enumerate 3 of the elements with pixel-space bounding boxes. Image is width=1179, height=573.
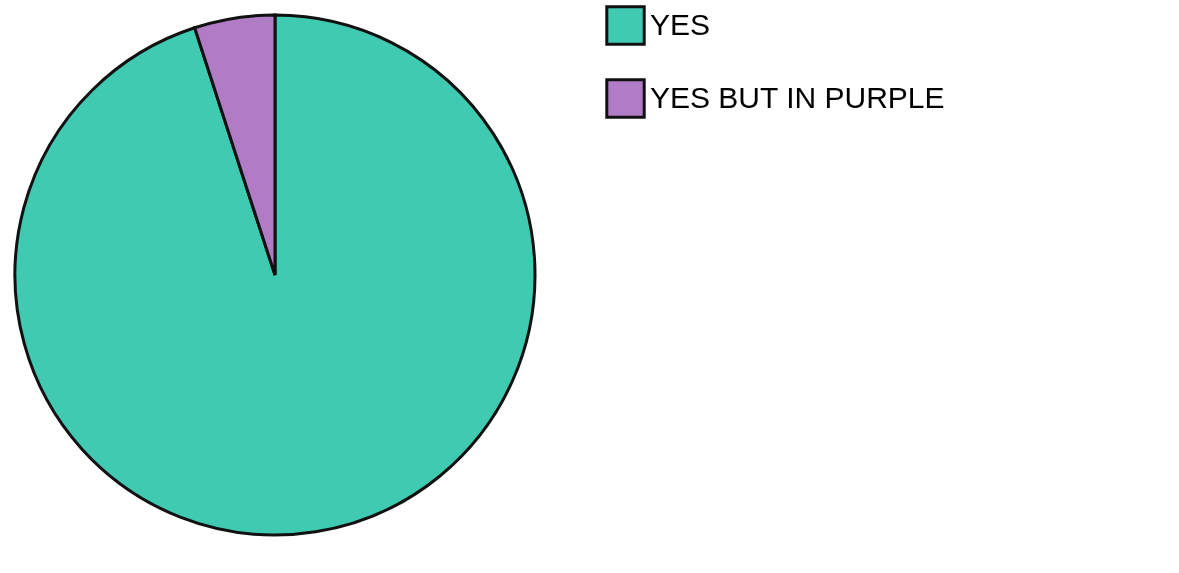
legend-label: YES BUT IN PURPLE [650, 80, 945, 114]
pie-slice [13, 13, 537, 537]
legend-label: YES [650, 7, 711, 41]
